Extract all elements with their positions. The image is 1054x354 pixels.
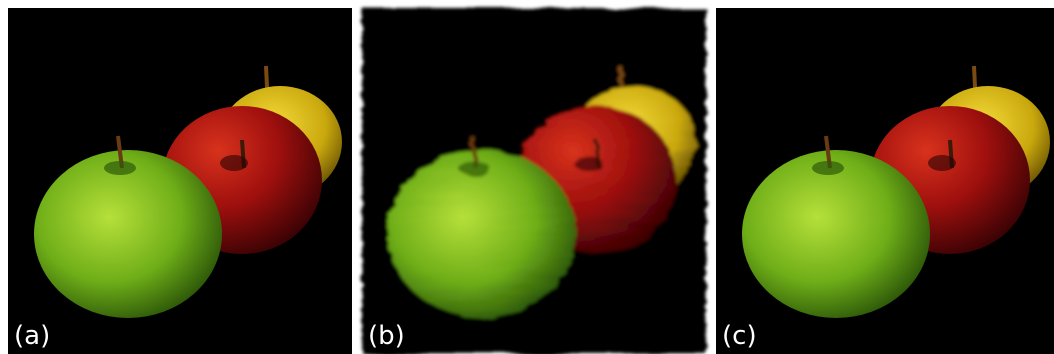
panel-label: (b) bbox=[368, 321, 405, 351]
panel-label: (c) bbox=[722, 321, 757, 351]
panel-label: (a) bbox=[14, 321, 50, 351]
panel-c: (c) bbox=[716, 8, 1054, 354]
panel-b: (b) bbox=[362, 8, 706, 354]
figure: (a) (b) (c) bbox=[0, 0, 1054, 354]
panel-a: (a) bbox=[8, 8, 352, 354]
